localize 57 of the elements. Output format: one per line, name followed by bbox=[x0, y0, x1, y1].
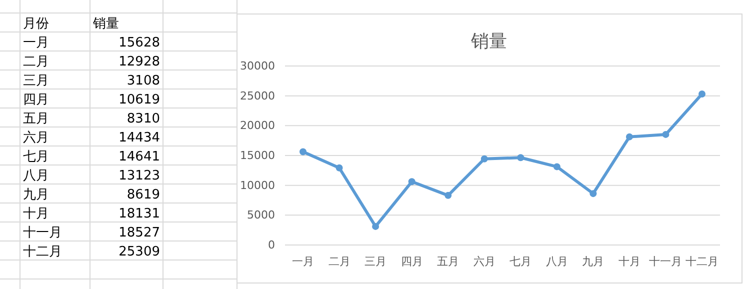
point bbox=[300, 148, 306, 156]
y-tick-label: 25000 bbox=[240, 89, 275, 102]
point bbox=[662, 130, 670, 138]
x-tick-label: 三月 bbox=[364, 254, 387, 268]
category-label: 二月 bbox=[23, 54, 49, 70]
data-label: 14641 bbox=[118, 150, 160, 164]
data-label: 10619 bbox=[118, 92, 160, 108]
point bbox=[590, 190, 597, 198]
data-label: 13123 bbox=[118, 168, 160, 184]
x-tick-label: 二月 bbox=[328, 254, 350, 268]
data-label: 18131 bbox=[118, 206, 160, 222]
y-tick-label: 20000 bbox=[240, 119, 275, 132]
category-label: 十月 bbox=[23, 206, 49, 222]
x-tick-label: 五月 bbox=[437, 254, 460, 268]
x-tick-label: 八月 bbox=[546, 254, 568, 268]
data-label: 15628 bbox=[118, 36, 160, 50]
category-label: 八月 bbox=[23, 168, 49, 184]
x-tick-label: 十月 bbox=[618, 254, 640, 268]
category-label: 四月 bbox=[23, 92, 49, 108]
y-tick-label: 0 bbox=[268, 238, 275, 252]
y-tick-label: 15000 bbox=[240, 149, 275, 162]
category-label: 一月 bbox=[23, 36, 49, 50]
data-label: 3108 bbox=[126, 74, 160, 88]
point bbox=[553, 163, 560, 170]
point bbox=[480, 155, 488, 162]
y-tick-label: 10000 bbox=[240, 178, 275, 192]
point bbox=[336, 164, 343, 172]
point bbox=[444, 192, 452, 199]
x-tick-label: 六月 bbox=[473, 254, 496, 268]
x-tick-label: 十二月 bbox=[686, 254, 718, 268]
x-tick-label: 七月 bbox=[510, 254, 532, 268]
point bbox=[408, 178, 416, 186]
x-tick-label: 一月 bbox=[292, 254, 314, 268]
point bbox=[372, 222, 380, 230]
x-tick-label: 九月 bbox=[582, 254, 604, 268]
x-tick-label: 四月 bbox=[400, 254, 423, 268]
data-label: 14434 bbox=[118, 130, 160, 146]
category-label: 七月 bbox=[23, 150, 49, 164]
text: 销量 bbox=[92, 16, 119, 32]
point bbox=[626, 133, 633, 140]
data-label: 12928 bbox=[118, 54, 160, 70]
category-label: 五月 bbox=[23, 112, 49, 126]
chart-title: 销量 bbox=[470, 31, 507, 52]
y-tick-label: 5000 bbox=[247, 208, 275, 222]
point bbox=[698, 90, 706, 98]
text: 月份 bbox=[23, 16, 49, 32]
data-label: 8310 bbox=[126, 112, 160, 126]
category-label: 六月 bbox=[23, 130, 49, 146]
data-label: 8619 bbox=[126, 188, 160, 202]
x-tick-label: 十一月 bbox=[649, 254, 682, 268]
point bbox=[517, 154, 524, 162]
data-label: 18527 bbox=[118, 226, 160, 240]
category-label: 十一月 bbox=[23, 226, 62, 240]
y-tick-label: 30000 bbox=[240, 60, 275, 73]
category-label: 九月 bbox=[23, 188, 49, 202]
data-label: 25309 bbox=[118, 244, 160, 260]
category-label: 三月 bbox=[23, 74, 49, 88]
